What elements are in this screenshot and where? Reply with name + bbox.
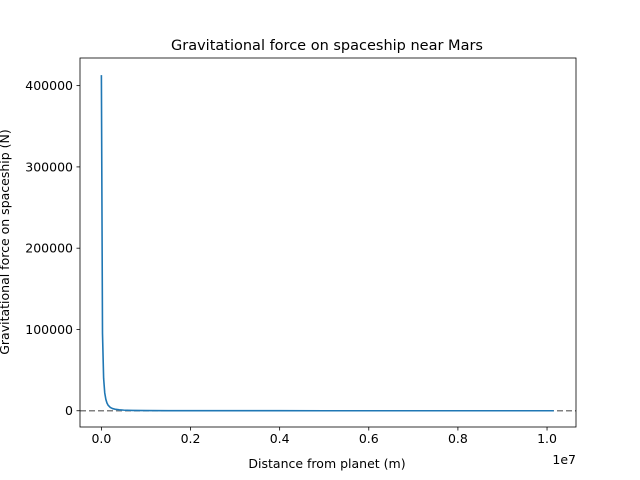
y-axis-ticks: 0 100000 200000 300000 400000 <box>25 78 80 418</box>
x-tick-label: 0.6 <box>359 431 379 446</box>
series-group <box>100 75 554 412</box>
y-tick-label: 100000 <box>25 322 73 337</box>
x-tick-label: 0.4 <box>270 431 290 446</box>
y-tick-label: 400000 <box>25 78 73 93</box>
x-axis-label: Distance from planet (m) <box>248 456 405 471</box>
x-tick-label: 0.8 <box>448 431 468 446</box>
y-axis-label: Gravitational force on spaceship (N) <box>0 129 12 355</box>
x-axis-ticks: 0.0 0.2 0.4 0.6 0.8 1.0 <box>91 427 557 446</box>
x-tick-label: 0.0 <box>91 431 111 446</box>
plot-area <box>80 58 576 427</box>
y-tick-label: 200000 <box>25 241 73 256</box>
x-tick-label: 1.0 <box>537 431 557 446</box>
y-tick-label: 0 <box>65 403 73 418</box>
series-line <box>100 75 554 412</box>
x-axis-offset-text: 1e7 <box>552 452 576 467</box>
x-tick-label: 0.2 <box>181 431 201 446</box>
chart-title: Gravitational force on spaceship near Ma… <box>171 38 483 54</box>
y-tick-label: 300000 <box>25 159 73 174</box>
plot-frame <box>79 57 577 428</box>
